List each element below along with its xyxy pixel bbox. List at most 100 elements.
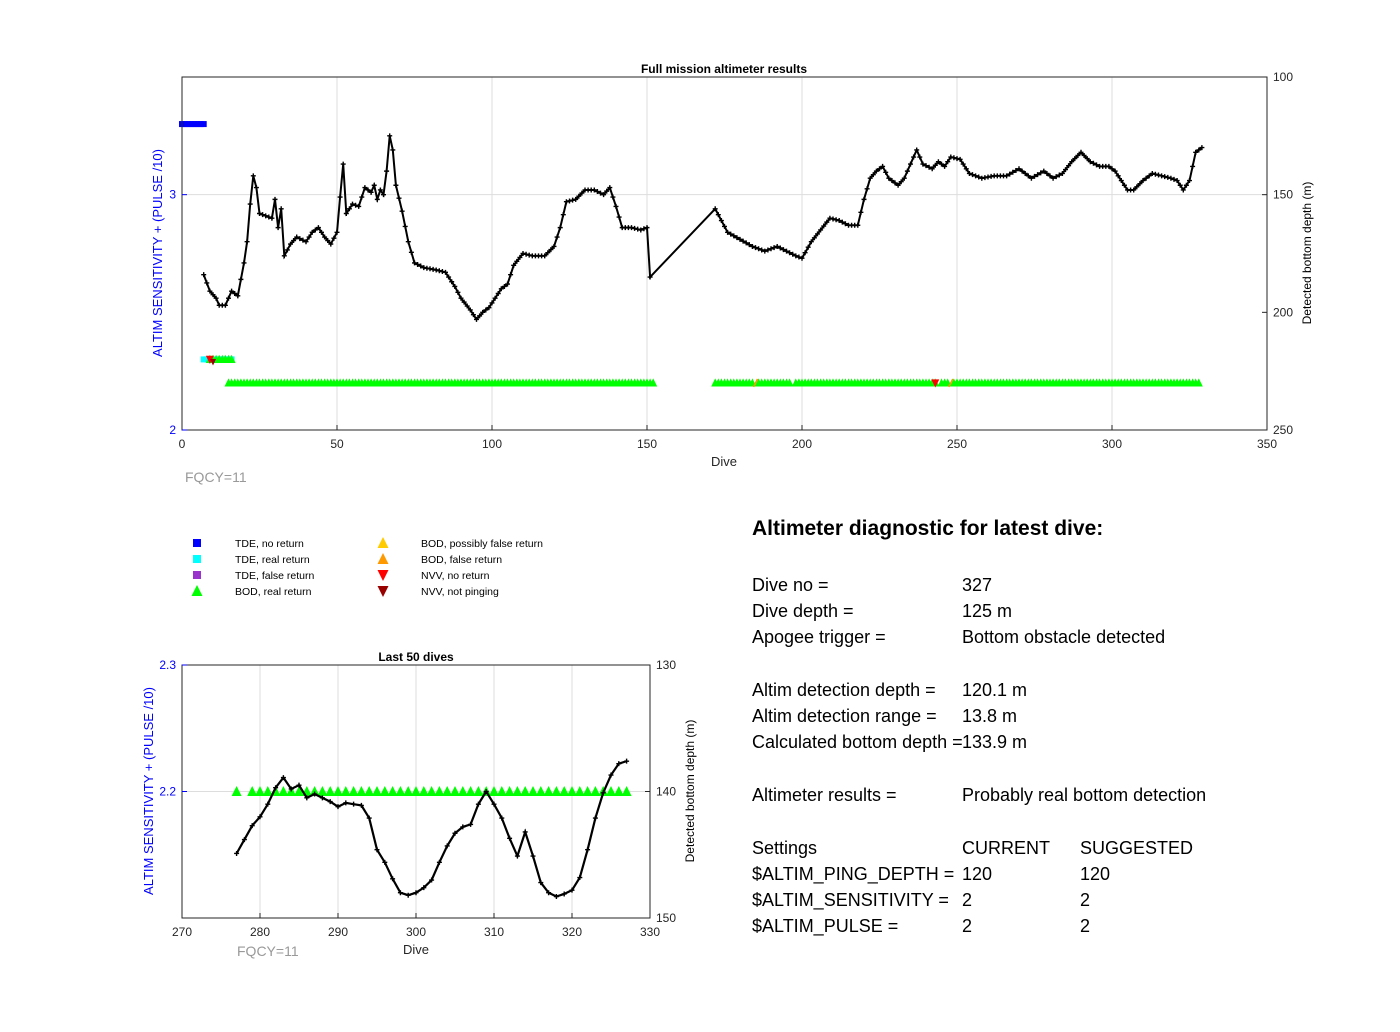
main-x-tick-label: 100 [482, 437, 502, 451]
legend-label: BOD, false return [421, 554, 502, 566]
main-depth-point [1087, 159, 1093, 165]
main-depth-point [492, 295, 498, 301]
main-depth-point [960, 161, 966, 167]
main-depth-point [923, 163, 929, 169]
legend-label: BOD, real return [235, 586, 312, 598]
sub-depth-point [507, 835, 513, 841]
main-depth-point [436, 268, 442, 274]
bod-real-return-marker [785, 378, 794, 387]
sub-bod-real-return-marker [372, 786, 382, 796]
main-depth-point [446, 274, 452, 280]
main-depth-point [818, 227, 824, 233]
tde-real-return-marker [203, 356, 210, 363]
sub-depth-point [312, 791, 318, 797]
altim-detection-depth-value: 120.1 m [962, 680, 1028, 700]
main-depth-point [449, 279, 455, 285]
legend-marker-triangle [377, 570, 389, 581]
main-depth-point [799, 255, 805, 261]
sub-bod-real-return-marker [567, 786, 577, 796]
main-depth-point [771, 245, 777, 251]
main-depth-point [1152, 171, 1158, 177]
main-depth-point [629, 225, 634, 231]
main-depth-point [1044, 170, 1050, 176]
main-depth-point [644, 225, 650, 231]
main-depth-point [520, 251, 526, 256]
main-right-y-label: Detected bottom depth (m) [1300, 182, 1314, 325]
main-depth-point [257, 210, 262, 216]
sub-depth-point [475, 801, 481, 807]
sub-depth-point [421, 885, 427, 891]
main-depth-point [1180, 187, 1186, 193]
sub-depth-point [553, 893, 559, 899]
main-depth-point [855, 222, 861, 228]
main-depth-point [793, 253, 799, 259]
main-depth-point [300, 237, 306, 243]
sub-x-tick-label: 320 [562, 925, 582, 939]
legend-label: BOD, possibly false return [421, 538, 543, 550]
sub-bod-real-return-marker [333, 786, 343, 796]
sub-depth-point [546, 890, 552, 896]
main-depth-point [371, 182, 377, 188]
altim-detection-range-label: Altim detection range = [752, 706, 937, 726]
sub-depth-point [374, 847, 380, 853]
main-depth-point [1007, 171, 1013, 177]
sub-depth-point [436, 859, 442, 865]
results-label: Altimeter results = [752, 785, 897, 805]
sub-depth-point [538, 880, 544, 886]
main-depth-point [288, 241, 293, 247]
sub-depth-point [343, 800, 349, 806]
sub-depth-point [351, 801, 357, 807]
main-depth-point [232, 291, 238, 297]
sub-bod-real-return-marker [231, 786, 242, 796]
sub-depth-point [390, 876, 396, 882]
main-depth-point [1063, 167, 1068, 173]
main-depth-point [331, 235, 337, 241]
main-depth-point [740, 238, 746, 244]
sub-depth-point [234, 850, 240, 856]
main-depth-point [796, 254, 802, 260]
main-depth-point [554, 234, 560, 240]
sub-right-y-tick-label: 150 [656, 911, 676, 925]
sub-depth-point [577, 875, 583, 881]
main-depth-point [808, 239, 814, 245]
main-depth-point [1115, 173, 1121, 179]
main-depth-point [1084, 156, 1090, 162]
main-depth-point [594, 189, 600, 195]
sub-depth-point [280, 775, 286, 781]
main-depth-point [408, 249, 414, 255]
settings-label: Settings [752, 838, 818, 858]
main-depth-point [334, 229, 340, 235]
main-depth-point [470, 312, 476, 318]
main-depth-point [632, 225, 638, 231]
main-depth-point [591, 187, 597, 193]
sub-depth-point [600, 790, 606, 796]
main-depth-point [486, 305, 492, 311]
sub-depth-point [460, 824, 466, 830]
main-depth-point [1121, 182, 1127, 188]
main-depth-point [467, 307, 473, 313]
sub-bod-real-return-marker [543, 786, 554, 796]
bod-real-return-marker [649, 378, 658, 387]
main-depth-point [777, 245, 783, 251]
sub-x-tick-label: 330 [640, 925, 660, 939]
main-depth-point [309, 229, 315, 235]
main-depth-point [284, 247, 290, 253]
sub-chart-title: Last 50 dives [378, 650, 454, 664]
main-depth-point [867, 175, 873, 181]
main-depth-point [858, 209, 864, 215]
main-depth-point [306, 234, 312, 240]
main-x-tick-label: 200 [792, 437, 812, 451]
main-depth-point [926, 164, 932, 170]
sub-x-tick-label: 270 [172, 925, 192, 939]
sub-bod-real-return-marker [317, 786, 328, 796]
main-depth-point [601, 192, 607, 198]
calc-bottom-label: Calculated bottom depth = [752, 732, 963, 752]
main-depth-point [551, 243, 557, 249]
main-depth-point [297, 236, 303, 242]
main-depth-point [377, 187, 383, 193]
sub-x-label: Dive [403, 942, 429, 957]
main-depth-point [238, 276, 244, 282]
pulse-label: $ALTIM_PULSE = [752, 916, 899, 936]
sub-depth-point [382, 859, 388, 865]
ping-depth-suggested: 120 [1080, 864, 1111, 884]
